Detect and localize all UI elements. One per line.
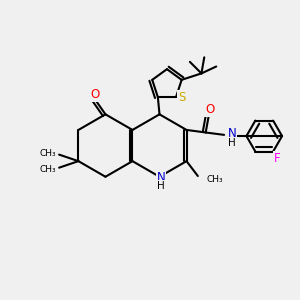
Text: CH₃: CH₃: [40, 148, 56, 158]
Text: S: S: [178, 91, 186, 103]
Text: O: O: [90, 88, 100, 100]
Text: H: H: [228, 138, 236, 148]
Text: H: H: [157, 181, 165, 191]
Text: N: N: [228, 127, 236, 140]
Text: N: N: [157, 171, 165, 184]
Text: CH₃: CH₃: [40, 165, 56, 174]
Text: F: F: [274, 152, 281, 165]
Text: CH₃: CH₃: [207, 175, 224, 184]
Text: O: O: [205, 103, 214, 116]
